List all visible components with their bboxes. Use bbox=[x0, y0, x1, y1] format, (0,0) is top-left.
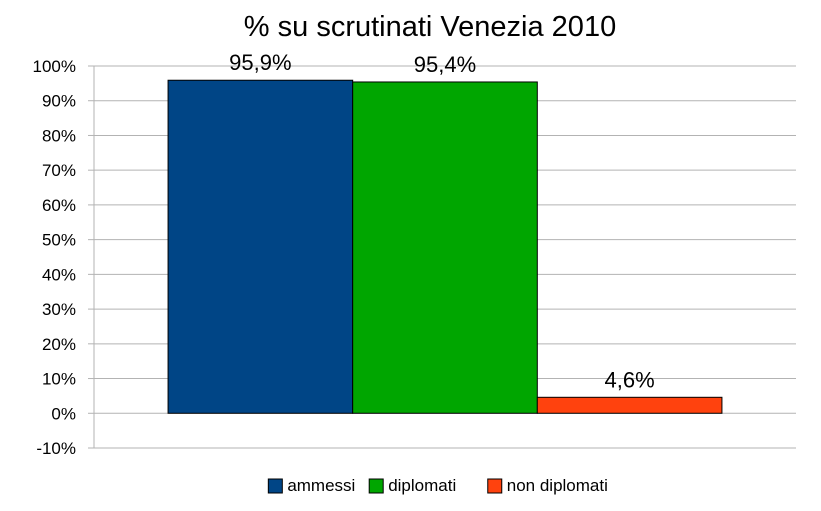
y-tick-label: 0% bbox=[51, 404, 76, 423]
y-tick-label: 10% bbox=[42, 370, 76, 389]
legend-swatch bbox=[368, 478, 384, 494]
data-label: 95,9% bbox=[229, 50, 291, 75]
legend-label: non diplomati bbox=[507, 476, 608, 495]
legend-swatch bbox=[487, 478, 503, 494]
y-tick-label: 60% bbox=[42, 196, 76, 215]
y-tick-label: 90% bbox=[42, 92, 76, 111]
legend: ammessi diplomati non diplomati bbox=[267, 476, 608, 495]
data-label: 95,4% bbox=[414, 52, 476, 77]
chart-title: % su scrutinati Venezia 2010 bbox=[244, 11, 616, 43]
y-tick-label: 40% bbox=[42, 265, 76, 284]
y-tick-label: 80% bbox=[42, 126, 76, 145]
bar-diplomati bbox=[352, 81, 538, 414]
legend-label: diplomati bbox=[388, 476, 456, 495]
y-tick-label: 20% bbox=[42, 335, 76, 354]
legend-swatch bbox=[267, 478, 283, 494]
y-tick-label: 30% bbox=[42, 300, 76, 319]
y-tick-label: 70% bbox=[42, 161, 76, 180]
data-labels: 95,9% 95,4% 4,6% bbox=[229, 50, 655, 392]
bar-ammessi bbox=[167, 79, 354, 414]
legend-label: ammessi bbox=[287, 476, 355, 495]
y-tick-label: -10% bbox=[36, 439, 76, 458]
data-label: 4,6% bbox=[605, 367, 655, 392]
axes: -10% 0% 10% 20% 30% 40% 50% 60% 70% 80% 90% 100% bbox=[33, 57, 95, 458]
y-tick-label: 100% bbox=[33, 57, 76, 76]
y-tick-label: 50% bbox=[42, 231, 76, 250]
bar-non-diplomati bbox=[536, 396, 723, 414]
bars bbox=[167, 79, 723, 414]
